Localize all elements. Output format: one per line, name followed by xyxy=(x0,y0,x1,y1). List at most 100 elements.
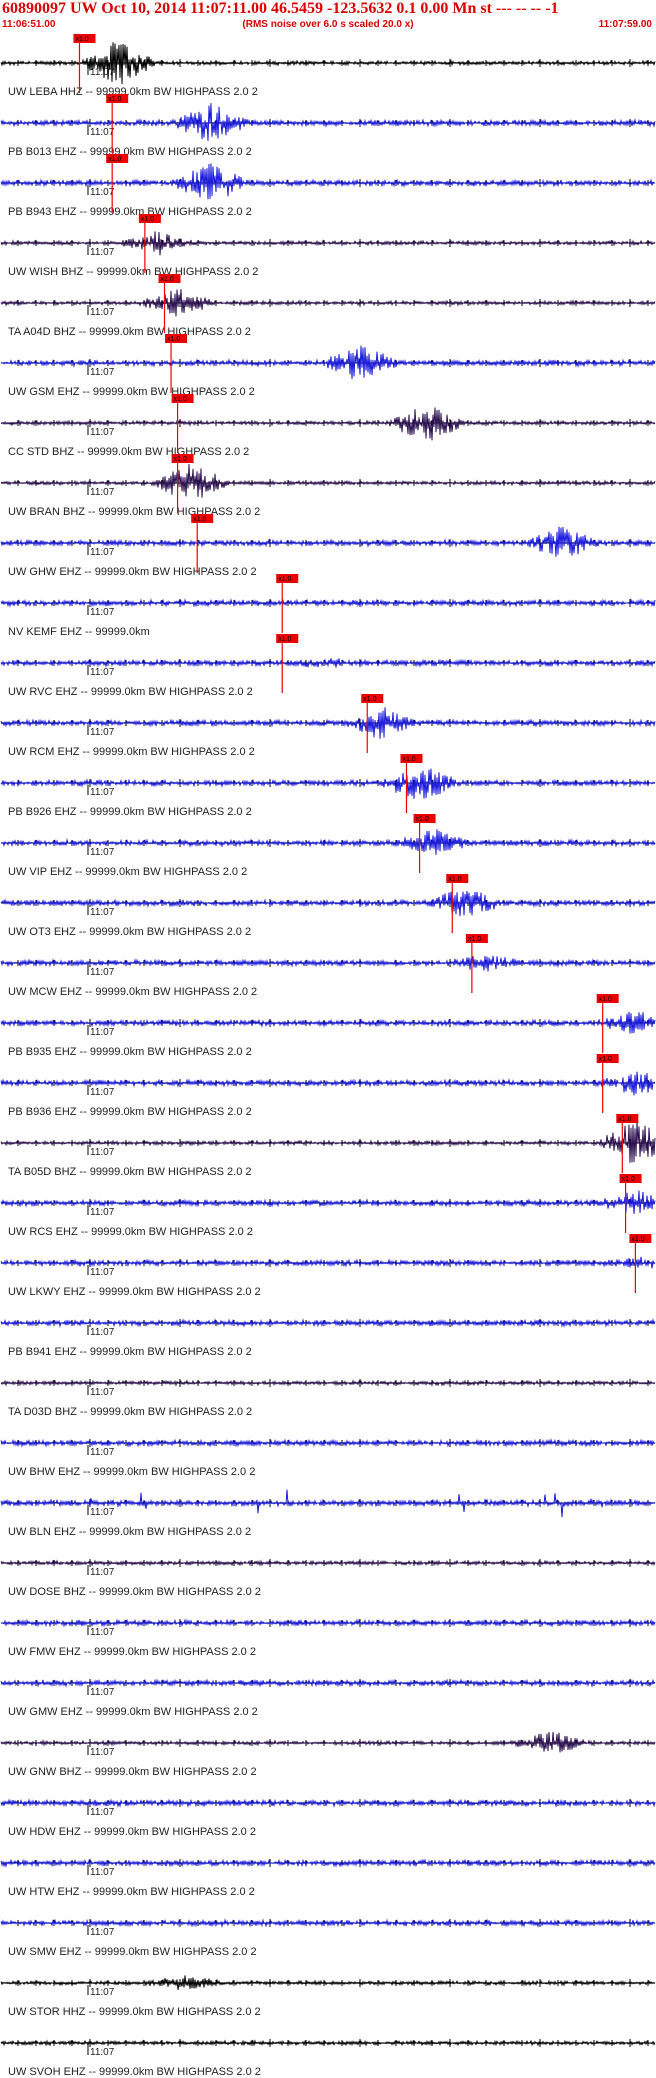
minute-label: 11:07 xyxy=(90,667,115,678)
minute-label: 11:07 xyxy=(90,847,115,858)
waveform xyxy=(0,1318,656,1328)
minute-label: 11:07 xyxy=(90,1027,115,1038)
trace-row: 11:07 UW STOR HHZ -- 99999.0km BW HIGHPAS… xyxy=(0,1975,656,2018)
pick-flag xyxy=(158,274,181,283)
trace-row: 11:07 UW BHW EHZ -- 99999.0km BW HIGHPASS… xyxy=(0,1438,656,1478)
waveform xyxy=(0,289,656,317)
station-label: UW FMW EHZ -- 99999.0km BW HIGHPASS 2.0 … xyxy=(8,1646,256,1658)
minute-label: 11:07 xyxy=(90,1627,115,1638)
trace-row: 11:07 UW GMW EHZ -- 99999.0km BW HIGHPASS… xyxy=(0,1678,656,1718)
minute-label: 11:07 xyxy=(90,1927,115,1938)
pick-label: x1.0 xyxy=(363,696,376,703)
minute-label: 11:07 xyxy=(90,1987,115,1998)
trace-row: 11:07 PB B936 EHZ -- 99999.0km BW HIGHPAS… xyxy=(0,1054,656,1118)
station-label: TA B05D BHZ -- 99999.0km BW HIGHPASS 2.0… xyxy=(8,1166,252,1178)
trace-row: 11:07 TA A04D BHZ -- 99999.0km BW HIGHPAS… xyxy=(0,274,656,338)
minute-label: 11:07 xyxy=(90,1447,115,1458)
station-label: TA D03D BHZ -- 99999.0km BW HIGHPASS 2.0… xyxy=(8,1406,252,1418)
pick-flag xyxy=(73,34,96,43)
waveform xyxy=(0,658,656,668)
waveform xyxy=(0,829,656,855)
pick-flag xyxy=(465,934,488,943)
pick-label: x1.0 xyxy=(278,636,291,643)
waveform xyxy=(0,407,656,441)
station-label: PB B936 EHZ -- 99999.0km BW HIGHPASS 2.0… xyxy=(8,1106,252,1118)
pick-flag xyxy=(171,454,194,463)
pick-flag xyxy=(361,694,384,703)
minute-label: 11:07 xyxy=(90,607,115,618)
pick-label: x1.0 xyxy=(108,156,121,163)
pick-flag xyxy=(616,1114,639,1123)
trace-row: 11:07 UW MCW EHZ -- 99999.0km BW HIGHPASS… xyxy=(0,934,656,998)
minute-label: 11:07 xyxy=(90,1507,115,1518)
station-label: UW GHW EHZ -- 99999.0km BW HIGHPASS 2.0 … xyxy=(8,566,257,578)
station-label: UW SVOH EHZ -- 99999.0km BW HIGHPASS 2.0… xyxy=(8,2066,261,2078)
trace-row: 11:07 UW BRAN BHZ -- 99999.0km BW HIGHPAS… xyxy=(0,454,656,518)
trace-row: 11:07 UW RCM EHZ -- 99999.0km BW HIGHPASS… xyxy=(0,694,656,758)
minute-label: 11:07 xyxy=(90,1567,115,1578)
waveform xyxy=(0,1489,656,1518)
waveform xyxy=(0,1379,656,1387)
pick-label: x1.0 xyxy=(141,216,154,223)
minute-label: 11:07 xyxy=(90,187,115,198)
waveform xyxy=(0,1918,656,1928)
pick-flag xyxy=(106,154,129,163)
minute-label: 11:07 xyxy=(90,1747,115,1758)
pick-label: x1.0 xyxy=(161,276,174,283)
minute-label: 11:07 xyxy=(90,2047,115,2058)
pick-label: x1.0 xyxy=(108,96,121,103)
waveform xyxy=(0,231,656,256)
station-label: PB B943 EHZ -- 99999.0km BW HIGHPASS 2.0… xyxy=(8,206,252,218)
minute-label: 11:07 xyxy=(90,907,115,918)
minute-label: 11:07 xyxy=(90,547,115,558)
pick-flag xyxy=(276,574,299,583)
station-label: UW GNW BHZ -- 99999.0km BW HIGHPASS 2.0 … xyxy=(8,1766,257,1778)
station-label: PB B941 EHZ -- 99999.0km BW HIGHPASS 2.0… xyxy=(8,1346,252,1358)
waveform xyxy=(0,1798,656,1808)
waveform xyxy=(0,1618,656,1628)
pick-flag xyxy=(629,1234,652,1243)
minute-label: 11:07 xyxy=(90,1807,115,1818)
trace-row: 11:07 UW SMW EHZ -- 99999.0km BW HIGHPASS… xyxy=(0,1918,656,1958)
trace-row: 11:07 UW HTW EHZ -- 99999.0km BW HIGHPASS… xyxy=(0,1858,656,1898)
minute-label: 11:07 xyxy=(90,1087,115,1098)
waveform xyxy=(0,463,656,498)
minute-label: 11:07 xyxy=(90,1267,115,1278)
pick-label: x1.0 xyxy=(416,816,429,823)
station-label: UW BLN EHZ -- 99999.0km BW HIGHPASS 2.0 … xyxy=(8,1526,251,1538)
trace-row: 11:07 UW LEBA HHZ -- 99999.0km BW HIGHPAS… xyxy=(0,34,656,98)
waveform xyxy=(0,526,656,557)
station-label: PB B935 EHZ -- 99999.0km BW HIGHPASS 2.0… xyxy=(8,1046,252,1058)
trace-row: 11:07 UW FMW EHZ -- 99999.0km BW HIGHPASS… xyxy=(0,1618,656,1658)
pick-label: x1.0 xyxy=(622,1176,635,1183)
pick-flag xyxy=(596,994,619,1003)
station-label: UW HTW EHZ -- 99999.0km BW HIGHPASS 2.0 … xyxy=(8,1886,255,1898)
pick-label: x1.0 xyxy=(193,516,206,523)
waveform xyxy=(0,1678,656,1688)
pick-label: x1.0 xyxy=(167,336,180,343)
minute-label: 11:07 xyxy=(90,727,115,738)
minute-label: 11:07 xyxy=(90,307,115,318)
station-label: UW LEBA HHZ -- 99999.0km BW HIGHPASS 2.0… xyxy=(8,86,258,98)
trace-row: 11:07 TA B05D BHZ -- 99999.0km BW HIGHPAS… xyxy=(0,1114,656,1178)
trace-row: 11:07 UW BLN EHZ -- 99999.0km BW HIGHPASS… xyxy=(0,1489,656,1538)
pick-flag xyxy=(596,1054,619,1063)
minute-label: 11:07 xyxy=(90,1387,115,1398)
pick-flag xyxy=(413,814,436,823)
pick-flag xyxy=(191,514,214,523)
waveform xyxy=(0,1256,656,1269)
pick-label: x1.0 xyxy=(174,456,187,463)
trace-row: 11:07 UW GSM EHZ -- 99999.0km BW HIGHPASS… xyxy=(0,334,656,398)
pick-label: x1.0 xyxy=(599,1056,612,1063)
station-label: UW GMW EHZ -- 99999.0km BW HIGHPASS 2.0 … xyxy=(8,1706,258,1718)
end-time-label: 11:07:59.00 xyxy=(598,19,652,30)
waveform xyxy=(0,163,656,200)
minute-label: 11:07 xyxy=(90,1867,115,1878)
waveform xyxy=(0,1190,656,1215)
minute-label: 11:07 xyxy=(90,1687,115,1698)
minute-label: 11:07 xyxy=(90,247,115,258)
station-label: PB B013 EHZ -- 99999.0km BW HIGHPASS 2.0… xyxy=(8,146,252,158)
trace-row: 11:07 UW VIP EHZ -- 99999.0km BW HIGHPASS… xyxy=(0,814,656,878)
pick-flag xyxy=(276,634,299,643)
waveform xyxy=(0,1071,656,1096)
